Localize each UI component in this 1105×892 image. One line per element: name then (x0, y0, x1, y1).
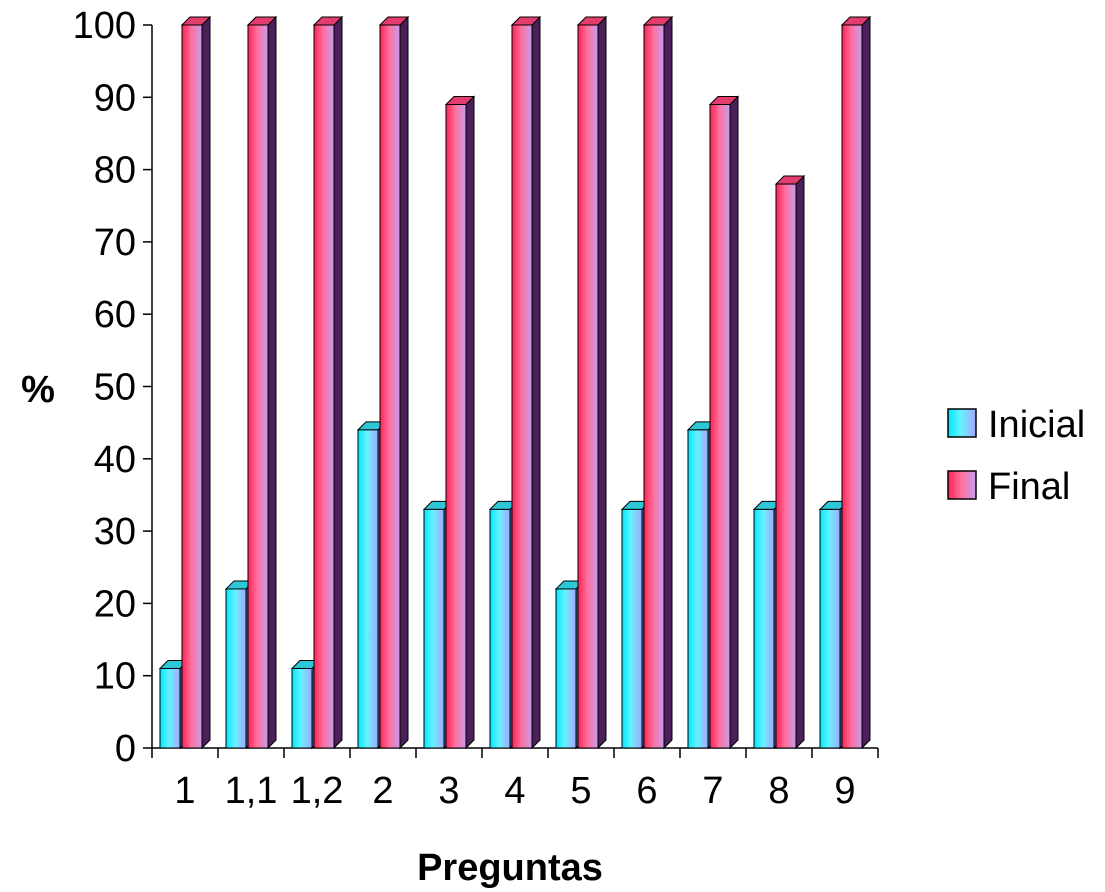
legend-item-final: Final (947, 466, 1070, 508)
y-tick-label: 30 (94, 511, 136, 553)
x-axis-title: Preguntas (417, 847, 603, 889)
legend-swatch (947, 470, 977, 500)
bar-final (576, 15, 608, 750)
legend-label: Inicial (988, 404, 1085, 446)
y-tick-label: 100 (73, 5, 136, 47)
x-tick-label: 2 (372, 770, 393, 812)
bar-final (774, 174, 806, 750)
bar-final (378, 15, 410, 750)
legend-item-inicial: Inicial (947, 404, 1085, 446)
x-tick-label: 8 (768, 770, 789, 812)
bar-final (642, 15, 674, 750)
y-tick-label: 20 (94, 583, 136, 625)
x-tick-label: 7 (702, 770, 723, 812)
y-tick-label: 90 (94, 77, 136, 119)
y-axis-title: % (21, 369, 55, 411)
y-tick-label: 60 (94, 294, 136, 336)
x-tick-label: 5 (570, 770, 591, 812)
y-tick-label: 50 (94, 367, 136, 409)
bar-final (312, 15, 344, 750)
x-tick-label: 1,1 (225, 770, 278, 812)
bar-final (246, 15, 278, 750)
x-tick-label: 1 (174, 770, 195, 812)
legend: Inicial Final (947, 404, 1085, 508)
y-tick-label: 10 (94, 656, 136, 698)
legend-label: Final (988, 466, 1070, 508)
x-tick-label: 3 (438, 770, 459, 812)
y-tick-label: 40 (94, 439, 136, 481)
bar-final (840, 15, 872, 750)
x-tick-label: 6 (636, 770, 657, 812)
bar-final (180, 15, 212, 750)
x-tick-label: 9 (834, 770, 855, 812)
bar-final (510, 15, 542, 750)
bar-final (708, 95, 740, 750)
y-tick-label: 80 (94, 150, 136, 192)
bar-final (444, 95, 476, 750)
x-tick-label: 1,2 (291, 770, 344, 812)
legend-swatch (947, 408, 977, 438)
y-tick-label: 70 (94, 222, 136, 264)
x-tick-label: 4 (504, 770, 525, 812)
y-tick-label: 0 (115, 728, 136, 770)
tick-labels: 0 10 20 30 40 50 60 70 80 90 100 1 1,1 1,2 2 3 4 5 6 7 8 9 (73, 5, 856, 812)
bars (158, 15, 872, 750)
